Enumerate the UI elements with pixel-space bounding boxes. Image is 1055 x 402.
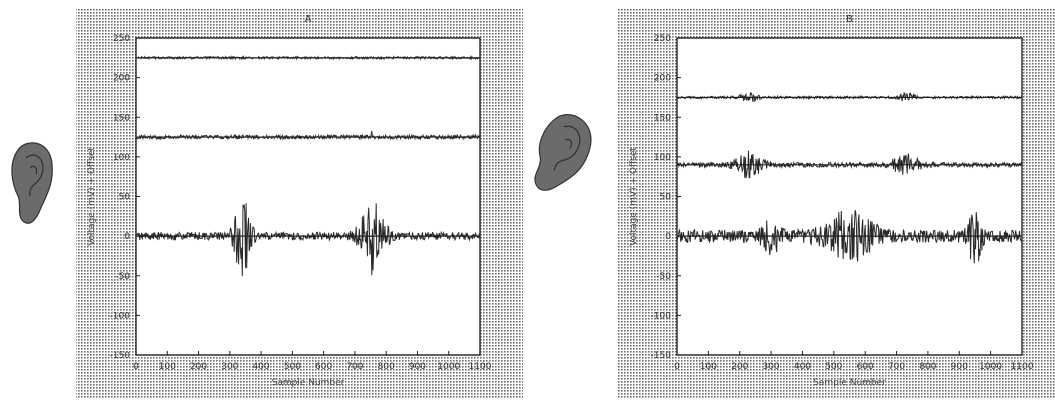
y-tick-label: 200 — [113, 74, 130, 84]
y-tick-label: 0 — [124, 232, 130, 242]
y-axis-label: Voltage (mV) + Offset — [629, 147, 639, 246]
x-tick-label: 500 — [284, 362, 301, 372]
x-tick-label: 500 — [825, 362, 842, 372]
x-tick-label: 800 — [378, 362, 395, 372]
y-tick-label: 100 — [654, 153, 671, 163]
chart-title: B — [846, 14, 853, 25]
x-tick-label: 400 — [252, 362, 269, 372]
x-tick-label: 300 — [221, 362, 238, 372]
plot-area — [135, 37, 481, 356]
y-tick-label: 0 — [665, 232, 671, 242]
y-tick-label: 250 — [113, 34, 130, 44]
series-trace — [676, 150, 1023, 179]
x-tick-label: 800 — [919, 362, 936, 372]
y-tick-label: -150 — [651, 351, 672, 361]
chart-a: A0 100 200 300 400 500 600 700 800 900 1000 1100-15… — [76, 8, 523, 398]
x-tick-label: 1100 — [1011, 362, 1034, 372]
y-axis-label: Voltage (mV) + Offset — [87, 147, 97, 246]
y-tick-label: 250 — [654, 34, 671, 44]
series-trace — [676, 209, 1023, 264]
series-trace — [135, 203, 481, 277]
ear-icon-left — [11, 142, 53, 224]
x-tick-label: 0 — [133, 362, 139, 372]
x-tick-label: 700 — [346, 362, 363, 372]
x-tick-label: 1000 — [437, 362, 460, 372]
x-tick-label: 900 — [409, 362, 426, 372]
y-tick-label: 150 — [654, 113, 671, 123]
y-tick-label: -100 — [110, 311, 131, 321]
y-tick-label: -50 — [656, 272, 671, 282]
x-tick-label: 1100 — [469, 362, 492, 372]
y-tick-label: 150 — [113, 113, 130, 123]
x-axis-label: Sample Number — [813, 378, 886, 388]
plot-area — [676, 37, 1023, 356]
series-trace — [135, 54, 481, 61]
ear-icon-right — [534, 114, 592, 191]
x-tick-label: 200 — [190, 362, 207, 372]
x-tick-label: 700 — [888, 362, 905, 372]
y-tick-label: 200 — [654, 74, 671, 84]
x-tick-label: 900 — [951, 362, 968, 372]
x-tick-label: 600 — [315, 362, 332, 372]
x-tick-label: 400 — [794, 362, 811, 372]
y-tick-label: -150 — [110, 351, 131, 361]
x-axis-label: Sample Number — [272, 378, 345, 388]
x-tick-label: 100 — [700, 362, 717, 372]
x-tick-label: 0 — [674, 362, 680, 372]
x-tick-label: 1000 — [979, 362, 1002, 372]
chart-title: A — [305, 14, 312, 25]
y-tick-label: 100 — [113, 153, 130, 163]
y-tick-label: 50 — [660, 193, 672, 203]
y-tick-label: -50 — [115, 272, 130, 282]
y-tick-label: -100 — [651, 311, 672, 321]
x-tick-label: 600 — [857, 362, 874, 372]
x-tick-label: 100 — [159, 362, 176, 372]
chart-b: B0 100 200 300 400 500 600 700 800 900 1000 1100-15… — [618, 8, 1055, 398]
y-tick-label: 50 — [119, 193, 131, 203]
x-tick-label: 200 — [731, 362, 748, 372]
x-tick-label: 300 — [762, 362, 779, 372]
